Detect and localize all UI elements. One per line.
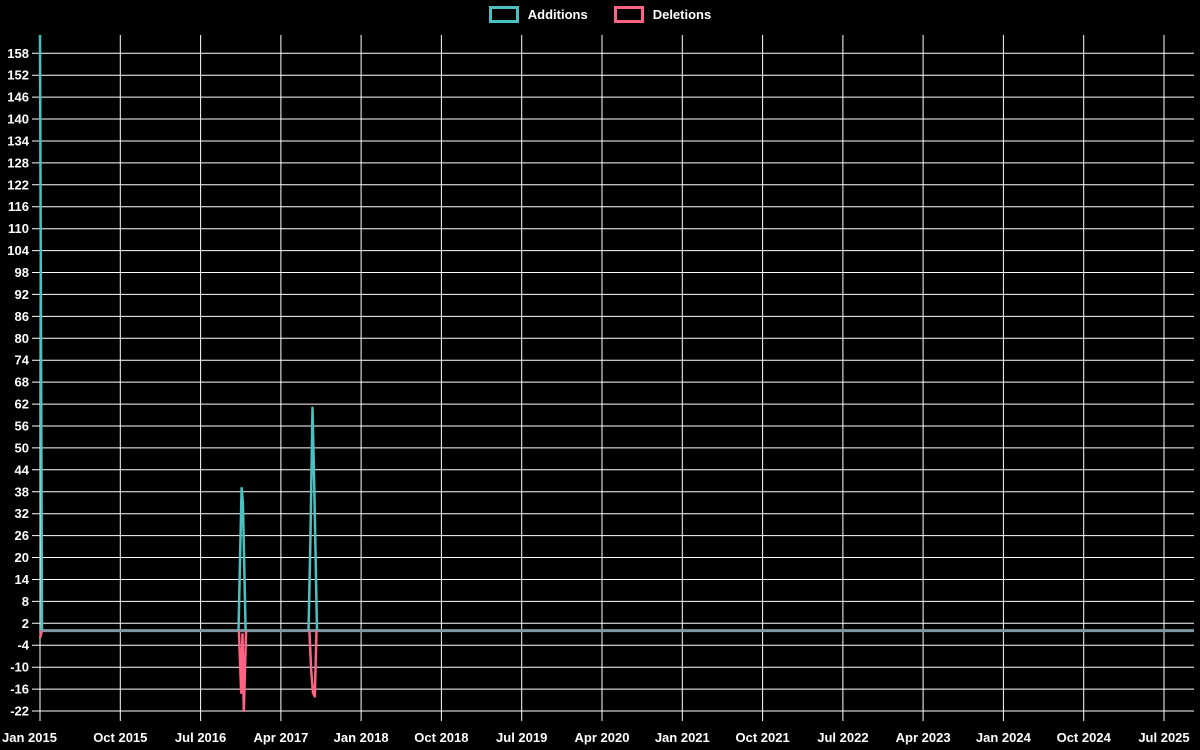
- y-tick-label: -4: [17, 638, 29, 653]
- legend-label-deletions: Deletions: [652, 7, 712, 22]
- y-tick-label: 110: [8, 221, 29, 236]
- x-tick-label: Jan 2018: [334, 730, 389, 745]
- y-tick-label: 134: [7, 134, 29, 149]
- y-tick-label: 158: [7, 46, 29, 61]
- deletions-spike: [237, 630, 248, 713]
- y-tick-label: 14: [15, 572, 30, 587]
- y-tick-label: 50: [15, 440, 29, 455]
- y-axis-labels: 158 152 146 140 134 128 122 116 110 104 98 92 86 80 74…: [7, 46, 29, 719]
- y-tick-label: -22: [10, 704, 29, 719]
- y-tick-label: 20: [15, 550, 29, 565]
- y-tick-label: 74: [15, 353, 30, 368]
- y-tick-label: -10: [10, 660, 29, 675]
- deletions-spike: [308, 630, 318, 698]
- x-tick-label: Oct 2024: [1057, 730, 1112, 745]
- y-tick-label: 32: [15, 506, 29, 521]
- x-tick-label: Jul 2016: [175, 730, 226, 745]
- y-tick-label: 152: [7, 68, 29, 83]
- y-tick-label: 128: [7, 155, 29, 170]
- y-tick-label: 146: [7, 90, 29, 105]
- x-tick-label: Jan 2024: [976, 730, 1032, 745]
- legend-item-deletions[interactable]: Deletions: [613, 6, 712, 23]
- legend-item-additions[interactable]: Additions: [488, 6, 588, 23]
- x-axis-labels: Jan 2015 Oct 2015 Jul 2016 Apr 2017 Jan 2018…: [2, 730, 1190, 745]
- x-tick-label: Apr 2023: [896, 730, 951, 745]
- additions-spike: [38, 34, 44, 631]
- deletions-swatch-icon: [613, 6, 644, 23]
- y-tick-label: 122: [7, 177, 29, 192]
- y-tick-label: 104: [7, 243, 29, 258]
- y-tick-label: 116: [8, 199, 29, 214]
- chart-legend: Additions Deletions: [0, 6, 1200, 23]
- y-tick-label: 56: [15, 419, 29, 434]
- deletions-spike: [38, 630, 44, 639]
- y-tick-label: 68: [15, 375, 29, 390]
- deletions-line: [38, 630, 318, 713]
- x-tick-label: Jan 2015: [2, 730, 57, 745]
- additions-swatch-icon: [488, 6, 519, 23]
- y-tick-label: 86: [15, 309, 29, 324]
- x-tick-label: Jan 2021: [655, 730, 710, 745]
- y-tick-label: 92: [15, 287, 29, 302]
- y-tick-label: 2: [22, 616, 29, 631]
- x-tick-label: Oct 2015: [93, 730, 147, 745]
- x-tick-label: Oct 2018: [414, 730, 468, 745]
- additions-spike: [307, 406, 319, 631]
- y-tick-label: 98: [15, 265, 29, 280]
- x-tick-label: Jul 2019: [496, 730, 547, 745]
- additions-line: [38, 34, 319, 631]
- legend-label-additions: Additions: [527, 7, 588, 22]
- x-tick-label: Apr 2017: [253, 730, 308, 745]
- x-tick-label: Apr 2020: [575, 730, 630, 745]
- x-gridlines: [39, 35, 1165, 721]
- x-tick-label: Oct 2021: [735, 730, 789, 745]
- x-tick-label: Jul 2022: [817, 730, 868, 745]
- y-tick-label: 8: [22, 594, 29, 609]
- y-tick-label: 80: [15, 331, 29, 346]
- additions-spike: [237, 486, 247, 631]
- y-tick-label: 44: [15, 462, 30, 477]
- y-gridlines: [32, 52, 1194, 712]
- y-tick-label: 62: [15, 397, 29, 412]
- y-tick-label: 26: [15, 528, 29, 543]
- y-tick-label: 140: [7, 112, 29, 127]
- y-tick-label: -16: [10, 682, 29, 697]
- y-tick-label: 38: [15, 484, 29, 499]
- x-tick-label: Jul 2025: [1138, 730, 1189, 745]
